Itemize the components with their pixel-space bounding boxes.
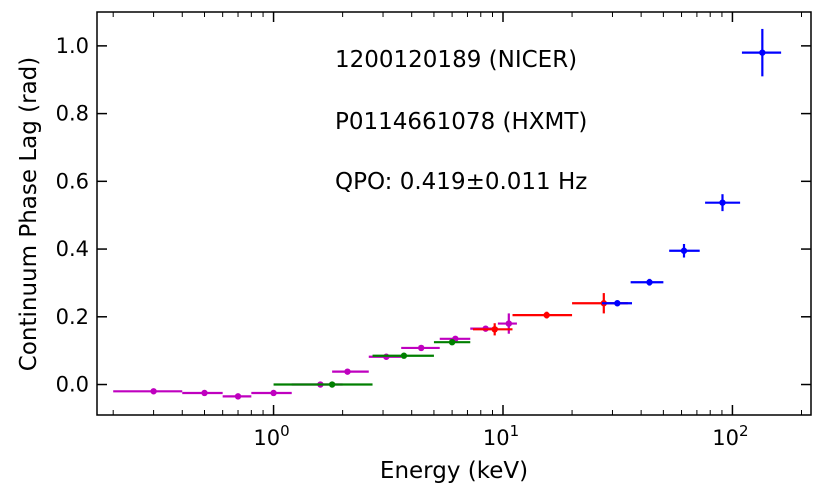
annotation-hxmt-obsid: P0114661078 (HXMT) xyxy=(335,109,587,135)
plot-frame xyxy=(96,11,812,416)
data-point xyxy=(448,338,456,346)
x-tick-label: 101 xyxy=(483,422,519,450)
x-tick-label-base: 10 xyxy=(483,426,510,450)
data-point xyxy=(328,381,336,388)
y-tick-label: 0.8 xyxy=(56,102,89,126)
data-point xyxy=(491,326,498,333)
y-tick-label: 0.4 xyxy=(56,237,89,261)
data-points xyxy=(113,28,782,400)
data-point xyxy=(150,388,157,395)
x-axis-label: Energy (keV) xyxy=(380,458,528,484)
data-point xyxy=(234,393,242,400)
data-point xyxy=(719,199,726,206)
y-tick-label: 1.0 xyxy=(56,34,89,58)
data-point xyxy=(417,344,425,352)
x-tick-label-exponent: 1 xyxy=(510,422,520,440)
y-axis-label: Continuum Phase Lag (rad) xyxy=(16,57,42,371)
x-tick-label-exponent: 0 xyxy=(280,422,290,440)
data-point xyxy=(344,368,351,375)
data-point xyxy=(505,320,513,327)
y-tick-label: 0.6 xyxy=(56,169,89,193)
series-1 xyxy=(273,338,471,388)
x-tick-label: 102 xyxy=(712,422,748,450)
data-point xyxy=(201,389,208,397)
x-tick-label-base: 10 xyxy=(253,426,280,450)
y-tick-label: 0.2 xyxy=(56,305,89,329)
data-point xyxy=(270,389,277,397)
data-point xyxy=(646,279,653,286)
series-2 xyxy=(472,293,628,336)
data-point xyxy=(543,311,550,319)
series-3 xyxy=(601,28,782,307)
data-point xyxy=(400,352,408,359)
x-tick-label-exponent: 2 xyxy=(739,422,749,440)
annotation-nicer-obsid: 1200120189 (NICER) xyxy=(335,47,577,73)
x-tick-label-base: 10 xyxy=(712,426,739,450)
series-0 xyxy=(113,313,517,400)
data-point xyxy=(680,247,688,254)
data-point xyxy=(614,300,621,307)
annotation-qpo-frequency: QPO: 0.419±0.011 Hz xyxy=(335,169,587,195)
data-point xyxy=(759,49,766,56)
x-tick-label: 100 xyxy=(253,422,289,450)
y-tick-label: 0.0 xyxy=(56,373,89,397)
